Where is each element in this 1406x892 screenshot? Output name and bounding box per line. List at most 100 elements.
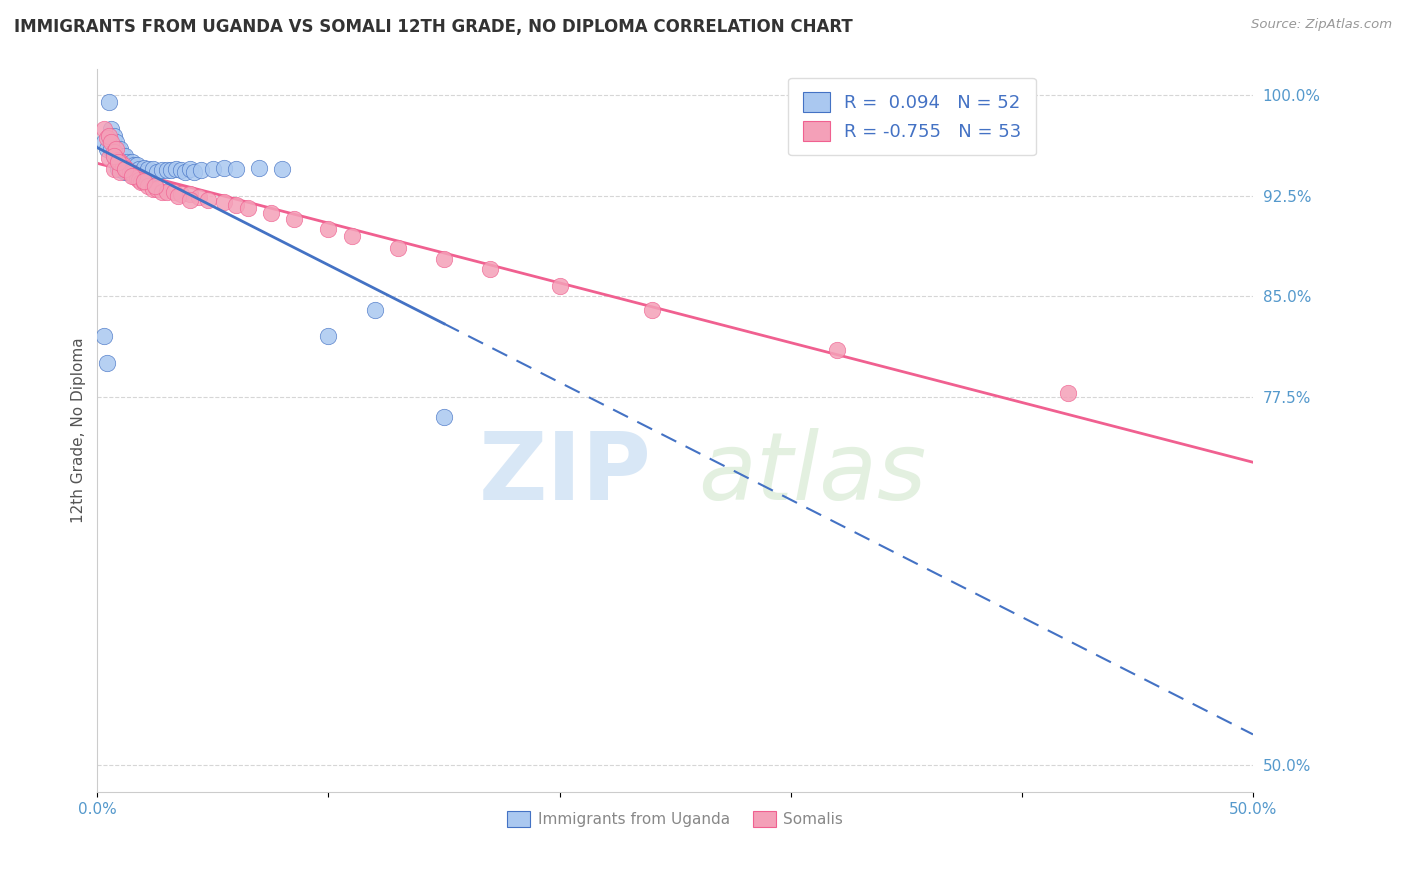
Point [114,148,136,162]
Point [110,142,132,156]
Point [165,161,187,176]
Point [121,169,143,183]
Point [125,158,148,172]
Point [128,172,150,186]
Point [117,164,139,178]
Point [169,163,191,178]
Point [104,142,127,156]
Y-axis label: 12th Grade, No Diploma: 12th Grade, No Diploma [72,337,86,523]
Text: Source: ZipAtlas.com: Source: ZipAtlas.com [1251,18,1392,31]
Point [169,187,191,202]
Point [111,148,134,162]
Point [121,166,143,180]
Point [188,190,211,204]
Point [111,161,134,176]
Legend: Immigrants from Uganda, Somalis: Immigrants from Uganda, Somalis [499,804,851,835]
Text: IMMIGRANTS FROM UGANDA VS SOMALI 12TH GRADE, NO DIPLOMA CORRELATION CHART: IMMIGRANTS FROM UGANDA VS SOMALI 12TH GR… [14,18,853,36]
Point [201,161,224,176]
Point [110,155,132,169]
Point [197,193,219,207]
Point [93,329,115,343]
Point [96,131,118,145]
Point [318,222,340,236]
Point [132,174,155,188]
Point [156,163,179,178]
Point [117,163,139,178]
Point [117,155,139,169]
Point [110,164,132,178]
Point [433,409,456,424]
Point [179,161,201,176]
Point [114,161,136,176]
Point [103,145,125,159]
Point [283,211,305,226]
Point [156,185,179,199]
Point [124,166,146,180]
Point [247,161,270,175]
Point [103,161,125,176]
Point [236,201,259,215]
Point [146,182,169,196]
Point [97,128,120,143]
Point [125,171,148,186]
Point [107,153,129,167]
Point [318,329,340,343]
Point [129,164,152,178]
Point [179,193,201,207]
Point [97,95,120,109]
Point [136,161,159,176]
Point [136,179,159,194]
Point [433,252,456,266]
Point [548,278,571,293]
Point [183,164,205,178]
Point [135,166,157,180]
Point [103,148,125,162]
Point [104,155,127,169]
Point [146,164,169,178]
Point [96,356,118,370]
Point [160,163,183,178]
Point [100,121,122,136]
Point [111,158,134,172]
Point [118,158,141,172]
Point [271,161,294,176]
Point [132,175,155,189]
Point [364,302,387,317]
Point [93,135,115,149]
Point [100,142,122,156]
Point [214,195,236,210]
Point [97,128,120,143]
Point [260,206,283,220]
Point [387,241,409,255]
Point [143,179,166,194]
Point [103,128,125,143]
Point [142,182,165,196]
Point [97,151,120,165]
Point [93,121,115,136]
Point [641,302,664,317]
Point [142,161,165,176]
Point [114,161,136,175]
Point [110,161,132,176]
Point [121,166,143,180]
Point [107,161,129,176]
Point [129,175,152,189]
Point [225,161,247,176]
Point [190,163,212,178]
Text: ZIP: ZIP [479,427,652,520]
Point [96,142,118,156]
Point [174,164,197,178]
Point [150,185,173,199]
Point [479,262,502,277]
Point [167,188,190,202]
Point [1057,385,1080,400]
Point [118,164,141,178]
Point [162,185,184,199]
Point [124,158,146,172]
Point [104,135,127,149]
Point [128,161,150,176]
Point [214,161,236,175]
Point [132,161,155,175]
Point [114,164,136,178]
Point [103,148,125,162]
